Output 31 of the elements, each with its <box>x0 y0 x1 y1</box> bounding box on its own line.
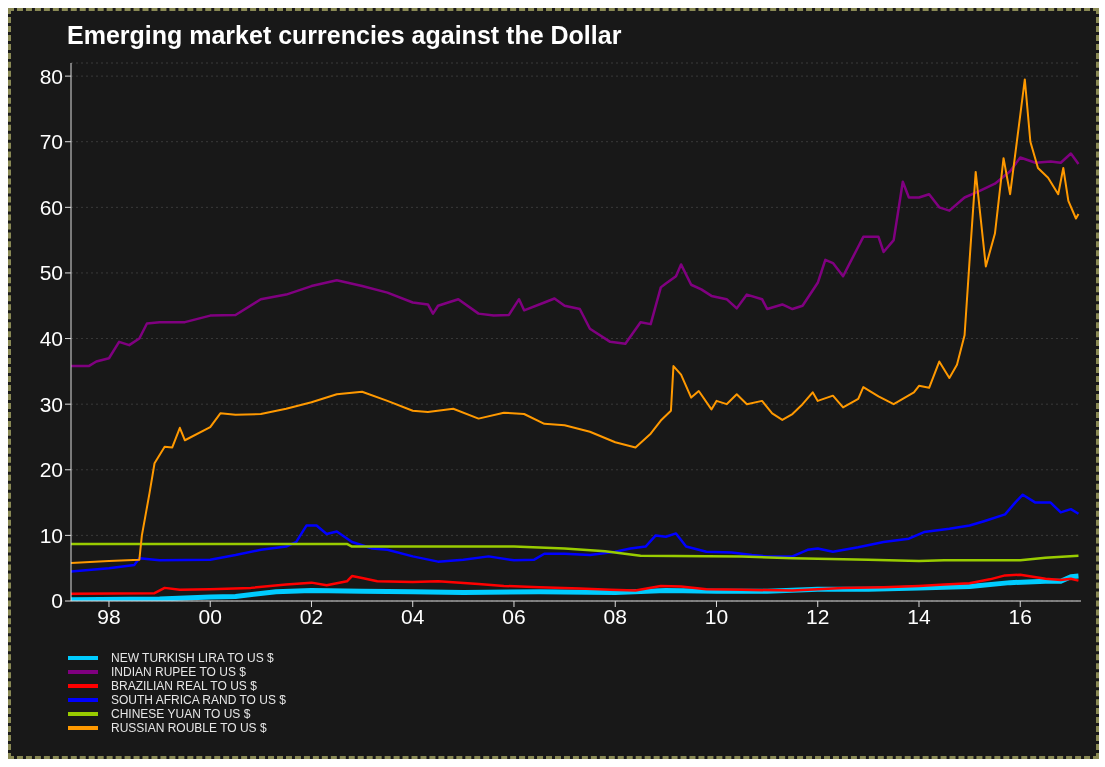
legend-label: CHINESE YUAN TO US $ <box>111 707 251 721</box>
legend-label: INDIAN RUPEE TO US $ <box>111 665 246 679</box>
legend-label: NEW TURKISH LIRA TO US $ <box>111 651 274 665</box>
x-tick-label: 14 <box>907 604 931 628</box>
x-tick-label: 02 <box>299 604 324 628</box>
x-tick-label: 12 <box>806 604 830 628</box>
y-tick-label: 0 <box>51 589 63 613</box>
line-series <box>71 542 1080 563</box>
x-tick-label: 16 <box>1008 604 1032 628</box>
legend-label: SOUTH AFRICA RAND TO US $ <box>111 693 286 707</box>
y-tick-label: 20 <box>39 458 63 482</box>
y-tick-label: 40 <box>39 327 63 351</box>
legend-label: RUSSIAN ROUBLE TO US $ <box>111 721 267 735</box>
legend-label: BRAZILIAN REAL TO US $ <box>111 679 257 693</box>
y-tick-label: 60 <box>39 195 63 219</box>
x-tick-label: 00 <box>198 604 222 628</box>
x-tick-label: 98 <box>97 604 121 628</box>
x-tick-label: 04 <box>401 604 425 628</box>
x-tick-label: 06 <box>502 604 526 628</box>
line-series <box>71 152 1080 368</box>
chart-title: Emerging market currencies against the Dollar <box>67 21 622 50</box>
y-tick-label: 30 <box>39 392 63 416</box>
x-tick-label: 08 <box>603 604 627 628</box>
y-tick-label: 50 <box>39 261 63 285</box>
line-series <box>71 573 1080 596</box>
line-series <box>71 493 1080 573</box>
line-series <box>71 78 1080 564</box>
x-tick-label: 10 <box>704 604 729 628</box>
y-tick-label: 10 <box>39 523 63 547</box>
y-tick-label: 70 <box>39 130 63 154</box>
y-tick-label: 80 <box>39 64 63 88</box>
